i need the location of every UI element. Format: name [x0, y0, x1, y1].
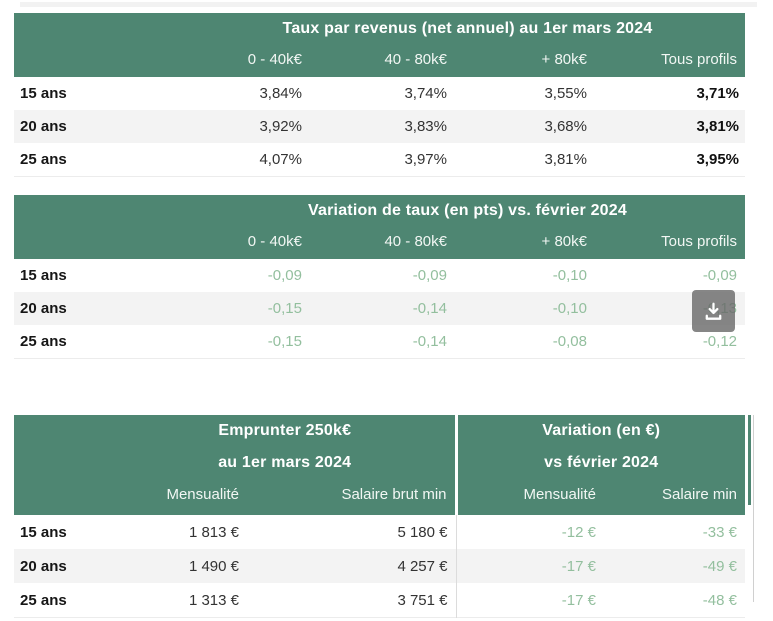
column-header-40-80k: 40 - 80k€: [310, 45, 455, 77]
table-row: 25 ans -0,15 -0,14 -0,08 -0,12: [14, 325, 745, 359]
cell-value: 1 490 €: [188, 557, 239, 575]
variation-group-title-line2: vs février 2024: [456, 447, 745, 479]
table-corner: [14, 195, 190, 227]
cell-value: 4,07%: [259, 151, 302, 168]
cell-value: 3,68%: [544, 118, 587, 135]
column-header-80k: + 80k€: [455, 45, 595, 77]
cell-value: -0,15: [267, 333, 302, 350]
download-button[interactable]: [692, 290, 735, 332]
row-label: 25 ans: [20, 333, 67, 350]
cell-value: 3,97%: [404, 151, 447, 168]
column-header-salaire-min: Salaire min: [604, 479, 745, 515]
column-header-salaire-brut-min: Salaire brut min: [247, 479, 458, 515]
column-header-tous-profils: Tous profils: [595, 227, 746, 259]
row-label: 15 ans: [20, 267, 67, 284]
loan-table: Emprunter 250k€ Variation (en €) au 1er …: [14, 415, 745, 618]
cell-value: -49 €: [702, 557, 737, 575]
rates-table: Taux par revenus (net annuel) au 1er mar…: [14, 13, 746, 177]
table-corner: [14, 479, 115, 515]
table-corner: [14, 45, 190, 77]
cell-value: -0,15: [267, 300, 302, 317]
variation-table: Variation de taux (en pts) vs. février 2…: [14, 195, 746, 359]
row-label: 25 ans: [20, 151, 67, 168]
table-corner: [14, 227, 190, 259]
cell-value: -0,09: [412, 267, 447, 284]
cell-value: -0,10: [552, 300, 587, 317]
cell-value: -0,10: [552, 267, 587, 284]
cell-value: 3,83%: [404, 118, 447, 135]
cell-value: -0,09: [267, 267, 302, 284]
row-label: 20 ans: [20, 118, 67, 135]
column-header-0-40k: 0 - 40k€: [190, 227, 310, 259]
cell-value: -0,08: [552, 333, 587, 350]
download-icon: [702, 300, 725, 323]
table-row: 15 ans 1 813 € 5 180 € -12 € -33 €: [14, 515, 745, 549]
column-header-mensualite-variation: Mensualité: [456, 479, 604, 515]
top-partial-row: [20, 2, 757, 7]
row-label: 25 ans: [20, 591, 67, 609]
cell-value: 3,84%: [259, 85, 302, 102]
cell-value: 3,95%: [696, 151, 740, 168]
cell-value: 1 313 €: [188, 591, 239, 609]
cell-value: 3,81%: [544, 151, 587, 168]
cell-value: 1 813 €: [188, 523, 239, 541]
table-row: 20 ans 1 490 € 4 257 € -17 € -49 €: [14, 549, 745, 583]
row-label: 15 ans: [20, 85, 67, 102]
cell-value: -12 €: [561, 523, 596, 541]
variation-group-title-line1: Variation (en €): [456, 415, 745, 447]
column-header-mensualite: Mensualité: [115, 479, 247, 515]
cell-value: 4 257 €: [247, 549, 457, 583]
cell-value: -0,14: [412, 300, 447, 317]
cell-value: 3 751 €: [247, 583, 457, 618]
table-row: 15 ans -0,09 -0,09 -0,10 -0,09: [14, 259, 745, 292]
cutoff-column-header: [748, 415, 751, 505]
table-row: 25 ans 1 313 € 3 751 € -17 € -48 €: [14, 583, 745, 618]
rates-table-title: Taux par revenus (net annuel) au 1er mar…: [190, 13, 746, 45]
cell-value: -0,12: [702, 333, 738, 350]
column-header-40-80k: 40 - 80k€: [310, 227, 455, 259]
cell-value: 3,55%: [544, 85, 587, 102]
cell-value: -17 €: [561, 591, 596, 609]
table-row: 20 ans 3,92% 3,83% 3,68% 3,81%: [14, 110, 746, 143]
table-row: 25 ans 4,07% 3,97% 3,81% 3,95%: [14, 143, 745, 177]
row-label: 20 ans: [20, 557, 67, 575]
column-header-80k: + 80k€: [455, 227, 595, 259]
row-label: 15 ans: [20, 523, 67, 541]
cell-value: 3,71%: [696, 85, 740, 102]
cell-value: -17 €: [561, 557, 596, 575]
loan-group-title-line1: Emprunter 250k€: [115, 415, 458, 447]
cell-value: 5 180 €: [247, 515, 457, 549]
variation-table-title: Variation de taux (en pts) vs. février 2…: [190, 195, 746, 227]
table-row: 20 ans -0,15 -0,14 -0,10 -0,13: [14, 292, 746, 325]
table-row: 15 ans 3,84% 3,74% 3,55% 3,71%: [14, 77, 745, 110]
table-corner: [14, 447, 115, 479]
table-corner: [14, 415, 115, 447]
cell-value: 3,74%: [404, 85, 447, 102]
cell-value: -48 €: [702, 591, 737, 609]
table-corner: [14, 13, 190, 45]
cell-value: -33 €: [702, 523, 737, 541]
cell-value: -0,14: [412, 333, 447, 350]
column-header-0-40k: 0 - 40k€: [190, 45, 310, 77]
row-label: 20 ans: [20, 300, 67, 317]
cutoff-column-border: [753, 415, 754, 602]
cell-value: -0,09: [702, 267, 738, 284]
cell-value: 3,81%: [696, 118, 740, 135]
cell-value: 3,92%: [259, 118, 302, 135]
column-header-tous-profils: Tous profils: [595, 45, 746, 77]
loan-group-title-line2: au 1er mars 2024: [115, 447, 458, 479]
